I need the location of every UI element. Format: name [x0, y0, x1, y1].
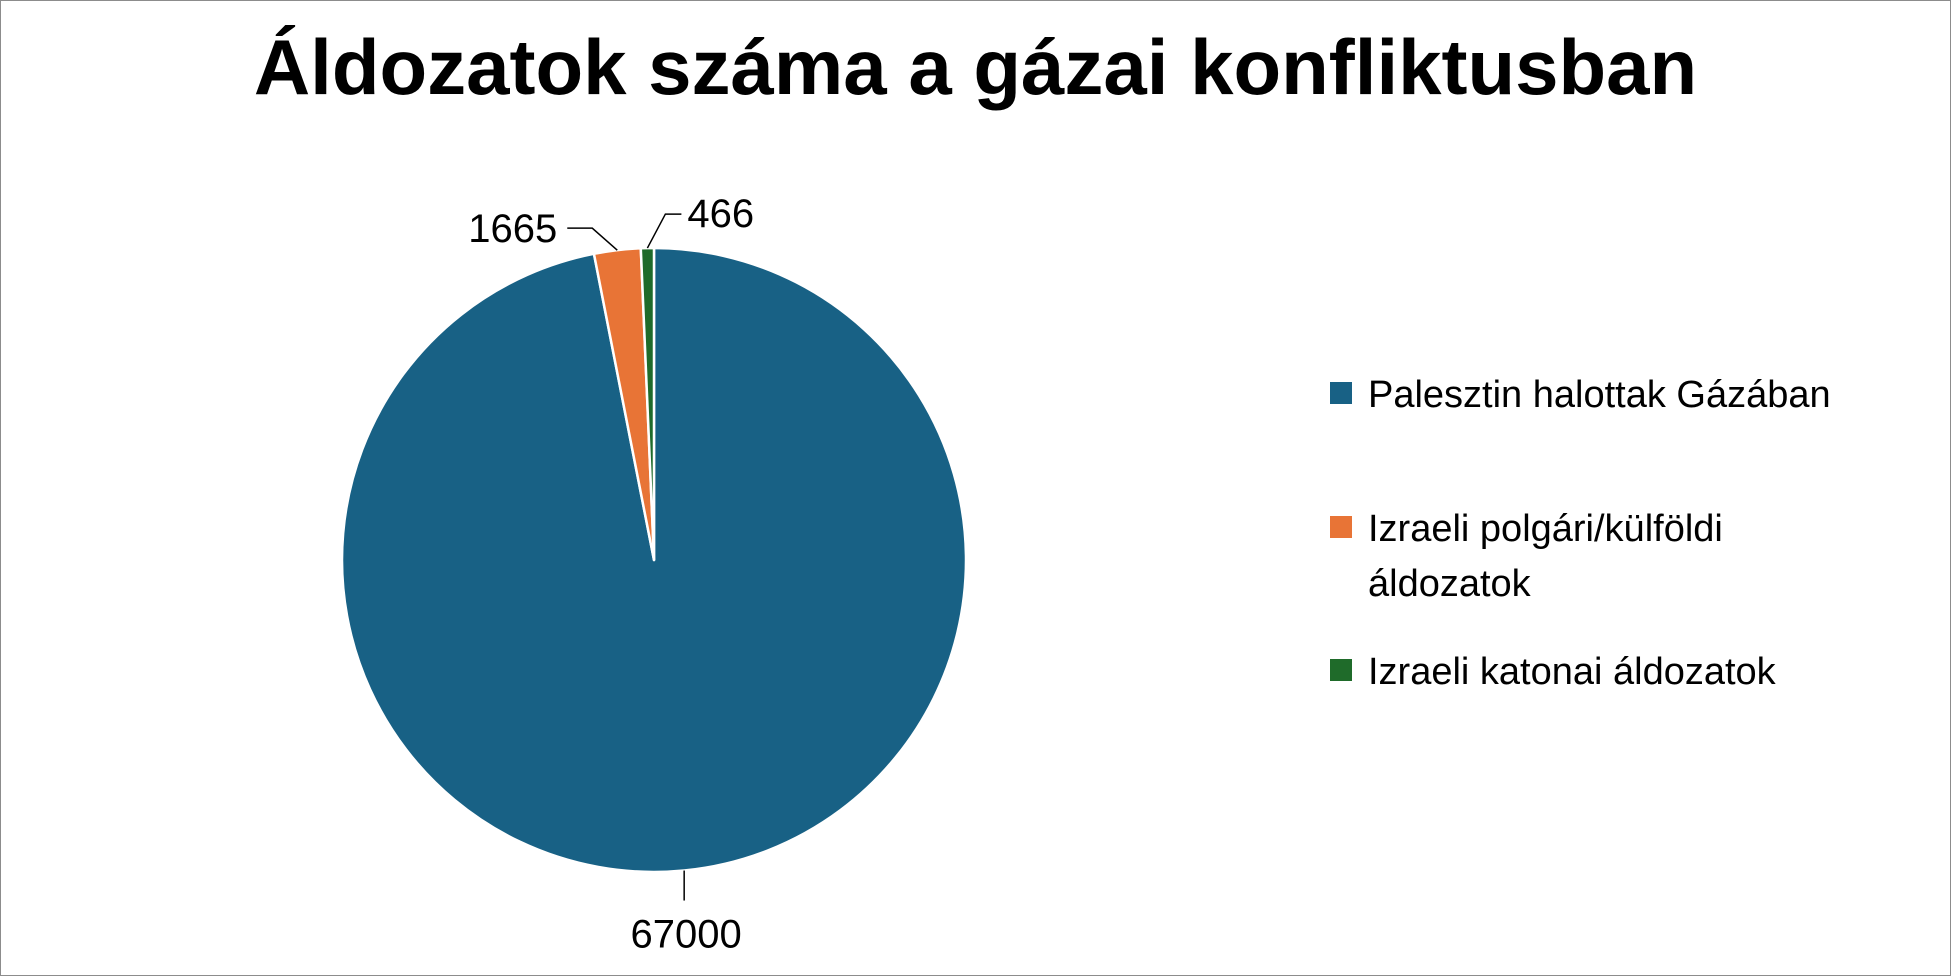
label-leader-lines — [567, 213, 685, 901]
leader-line-2 — [567, 227, 618, 251]
legend-item: Palesztin halottak Gázában — [1330, 368, 1868, 423]
data-labels: 67000 1665 466 — [468, 192, 754, 956]
legend-item: Izraeli polgári/külföldi áldozatok — [1330, 502, 1868, 612]
legend-swatch — [1330, 516, 1352, 538]
chart-title: Áldozatok száma a gázai konfliktusban — [253, 23, 1698, 111]
legend-swatch — [1330, 659, 1352, 681]
legend-item: Izraeli katonai áldozatok — [1330, 645, 1868, 700]
pie-slices — [340, 246, 968, 874]
legend-label: Palesztin halottak Gázában — [1368, 374, 1831, 416]
data-label-2: 1665 — [468, 207, 557, 251]
data-label-3: 466 — [687, 192, 754, 236]
pie-slice-3 — [639, 246, 656, 562]
leader-line-3 — [646, 213, 682, 249]
legend-label: Izraeli polgári/külföldi áldozatok — [1368, 508, 1723, 605]
legend-swatch — [1330, 382, 1352, 404]
legend-label: Izraeli katonai áldozatok — [1368, 651, 1776, 693]
data-label-1: 67000 — [631, 913, 742, 957]
